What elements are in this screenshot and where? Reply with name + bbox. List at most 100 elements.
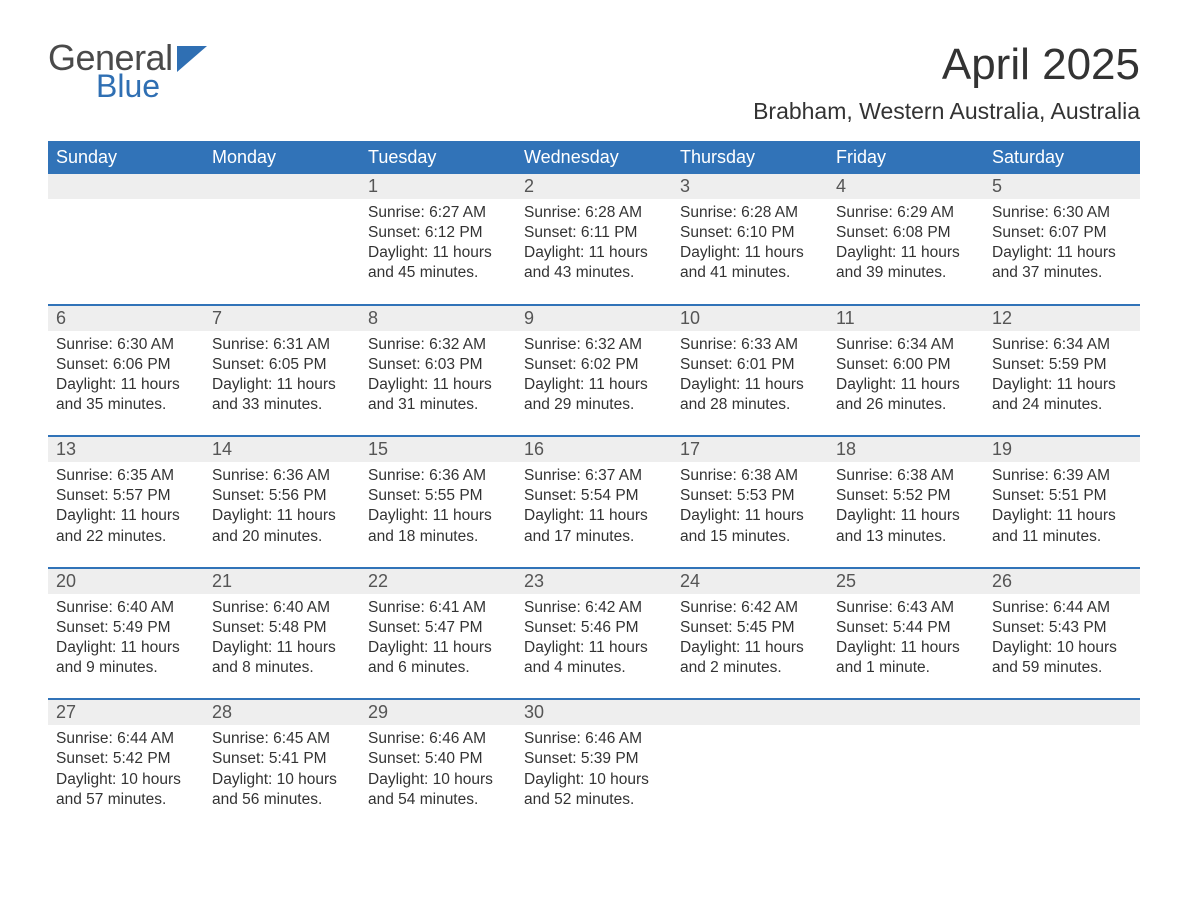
sunset-text: Sunset: 5:44 PM bbox=[836, 618, 976, 638]
page-header: General Blue April 2025 Brabham, Western… bbox=[48, 40, 1140, 135]
sunset-text: Sunset: 6:03 PM bbox=[368, 355, 508, 375]
sunset-text: Sunset: 5:49 PM bbox=[56, 618, 196, 638]
daylight-text: Daylight: 11 hours and 11 minutes. bbox=[992, 506, 1132, 546]
sunset-text: Sunset: 5:51 PM bbox=[992, 486, 1132, 506]
day-cell: Sunrise: 6:30 AMSunset: 6:06 PMDaylight:… bbox=[48, 331, 204, 436]
day-body-row: Sunrise: 6:35 AMSunset: 5:57 PM Daylight:… bbox=[48, 462, 1140, 567]
day-number-row: 20212223242526 bbox=[48, 569, 1140, 594]
daylight-text: Daylight: 11 hours and 35 minutes. bbox=[56, 375, 196, 415]
day-cell: Sunrise: 6:39 AMSunset: 5:51 PMDaylight:… bbox=[984, 462, 1140, 567]
day-cell: Sunrise: 6:38 AMSunset: 5:53 PMDaylight:… bbox=[672, 462, 828, 567]
day-body-row: Sunrise: 6:44 AMSunset: 5:42 PMDaylight:… bbox=[48, 725, 1140, 830]
day-cell: Sunrise: 6:27 AMSunset: 6:12 PMDaylight:… bbox=[360, 199, 516, 304]
sunrise-text: Sunrise: 6:38 AM bbox=[680, 466, 820, 486]
sunrise-text: Sunrise: 6:35 AM bbox=[56, 466, 196, 486]
sunrise-text: Sunrise: 6:30 AM bbox=[992, 203, 1132, 223]
sunrise-text: Sunrise: 6:30 AM bbox=[56, 335, 196, 355]
day-number: 27 bbox=[48, 700, 204, 725]
day-cell: Sunrise: 6:44 AMSunset: 5:43 PMDaylight:… bbox=[984, 594, 1140, 699]
day-cell: Sunrise: 6:46 AMSunset: 5:40 PMDaylight:… bbox=[360, 725, 516, 830]
sunrise-text: Sunrise: 6:27 AM bbox=[368, 203, 508, 223]
sunset-text: Sunset: 5:41 PM bbox=[212, 749, 352, 769]
day-number: 28 bbox=[204, 700, 360, 725]
daylight-text: Daylight: 11 hours and 13 minutes. bbox=[836, 506, 976, 546]
sunrise-text: Sunrise: 6:40 AM bbox=[212, 598, 352, 618]
day-number: 15 bbox=[360, 437, 516, 462]
sunrise-text: Sunrise: 6:32 AM bbox=[524, 335, 664, 355]
sunrise-text: Sunrise: 6:28 AM bbox=[680, 203, 820, 223]
day-cell bbox=[828, 725, 984, 830]
daylight-text: Daylight: 10 hours and 56 minutes. bbox=[212, 770, 352, 810]
sunset-text: Sunset: 6:01 PM bbox=[680, 355, 820, 375]
day-cell bbox=[48, 199, 204, 304]
sunset-text: Sunset: 6:12 PM bbox=[368, 223, 508, 243]
day-number bbox=[984, 700, 1140, 725]
dow-sunday: Sunday bbox=[48, 141, 204, 174]
week-row: 27282930 Sunrise: 6:44 AMSunset: 5:42 PMD… bbox=[48, 698, 1140, 830]
sunrise-text: Sunrise: 6:32 AM bbox=[368, 335, 508, 355]
sunset-text: Sunset: 5:53 PM bbox=[680, 486, 820, 506]
day-number: 10 bbox=[672, 306, 828, 331]
daylight-text: Daylight: 11 hours and 17 minutes. bbox=[524, 506, 664, 546]
day-cell: Sunrise: 6:44 AMSunset: 5:42 PMDaylight:… bbox=[48, 725, 204, 830]
day-number: 16 bbox=[516, 437, 672, 462]
day-number-row: 13141516171819 bbox=[48, 437, 1140, 462]
daylight-text: Daylight: 11 hours and 8 minutes. bbox=[212, 638, 352, 678]
daylight-text: Daylight: 11 hours and 15 minutes. bbox=[680, 506, 820, 546]
daylight-text: Daylight: 11 hours and 18 minutes. bbox=[368, 506, 508, 546]
sunrise-text: Sunrise: 6:28 AM bbox=[524, 203, 664, 223]
dow-monday: Monday bbox=[204, 141, 360, 174]
day-number: 30 bbox=[516, 700, 672, 725]
sunrise-text: Sunrise: 6:33 AM bbox=[680, 335, 820, 355]
day-number: 17 bbox=[672, 437, 828, 462]
day-cell: Sunrise: 6:30 AMSunset: 6:07 PMDaylight:… bbox=[984, 199, 1140, 304]
day-cell: Sunrise: 6:38 AMSunset: 5:52 PMDaylight:… bbox=[828, 462, 984, 567]
title-block: April 2025 Brabham, Western Australia, A… bbox=[753, 40, 1140, 135]
sunset-text: Sunset: 5:59 PM bbox=[992, 355, 1132, 375]
daylight-text: Daylight: 11 hours and 1 minute. bbox=[836, 638, 976, 678]
day-cell: Sunrise: 6:29 AMSunset: 6:08 PMDaylight:… bbox=[828, 199, 984, 304]
sunset-text: Sunset: 5:40 PM bbox=[368, 749, 508, 769]
day-cell: Sunrise: 6:33 AMSunset: 6:01 PMDaylight:… bbox=[672, 331, 828, 436]
dow-thursday: Thursday bbox=[672, 141, 828, 174]
day-cell: Sunrise: 6:40 AMSunset: 5:49 PMDaylight:… bbox=[48, 594, 204, 699]
day-number: 12 bbox=[984, 306, 1140, 331]
sunset-text: Sunset: 5:57 PM bbox=[56, 486, 196, 506]
dow-friday: Friday bbox=[828, 141, 984, 174]
dow-tuesday: Tuesday bbox=[360, 141, 516, 174]
day-cell bbox=[672, 725, 828, 830]
day-number: 23 bbox=[516, 569, 672, 594]
sunrise-text: Sunrise: 6:42 AM bbox=[524, 598, 664, 618]
sunrise-text: Sunrise: 6:46 AM bbox=[368, 729, 508, 749]
sunrise-text: Sunrise: 6:34 AM bbox=[992, 335, 1132, 355]
sunset-text: Sunset: 6:10 PM bbox=[680, 223, 820, 243]
day-number: 29 bbox=[360, 700, 516, 725]
logo-text: General Blue bbox=[48, 40, 173, 102]
sunrise-text: Sunrise: 6:40 AM bbox=[56, 598, 196, 618]
day-cell: Sunrise: 6:36 AMSunset: 5:56 PMDaylight:… bbox=[204, 462, 360, 567]
daylight-text: Daylight: 11 hours and 6 minutes. bbox=[368, 638, 508, 678]
daylight-text: Daylight: 11 hours and 37 minutes. bbox=[992, 243, 1132, 283]
sunrise-text: Sunrise: 6:29 AM bbox=[836, 203, 976, 223]
day-cell: Sunrise: 6:28 AMSunset: 6:10 PMDaylight:… bbox=[672, 199, 828, 304]
day-number: 1 bbox=[360, 174, 516, 199]
sunset-text: Sunset: 5:46 PM bbox=[524, 618, 664, 638]
sunrise-text: Sunrise: 6:46 AM bbox=[524, 729, 664, 749]
sunset-text: Sunset: 6:02 PM bbox=[524, 355, 664, 375]
day-cell: Sunrise: 6:32 AMSunset: 6:03 PMDaylight:… bbox=[360, 331, 516, 436]
day-number-row: 6789101112 bbox=[48, 306, 1140, 331]
day-number: 6 bbox=[48, 306, 204, 331]
sunset-text: Sunset: 6:00 PM bbox=[836, 355, 976, 375]
day-number: 5 bbox=[984, 174, 1140, 199]
sunrise-text: Sunrise: 6:37 AM bbox=[524, 466, 664, 486]
day-number bbox=[672, 700, 828, 725]
daylight-text: Daylight: 10 hours and 54 minutes. bbox=[368, 770, 508, 810]
sunset-text: Sunset: 6:11 PM bbox=[524, 223, 664, 243]
day-cell: Sunrise: 6:32 AMSunset: 6:02 PMDaylight:… bbox=[516, 331, 672, 436]
day-number: 11 bbox=[828, 306, 984, 331]
week-row: 20212223242526Sunrise: 6:40 AMSunset: 5:… bbox=[48, 567, 1140, 699]
logo: General Blue bbox=[48, 40, 207, 102]
sunrise-text: Sunrise: 6:38 AM bbox=[836, 466, 976, 486]
sunrise-text: Sunrise: 6:36 AM bbox=[212, 466, 352, 486]
day-number: 18 bbox=[828, 437, 984, 462]
